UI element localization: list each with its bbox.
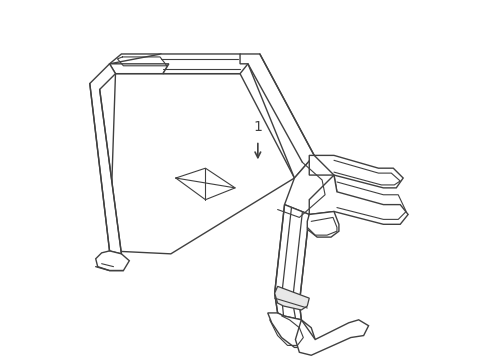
Polygon shape xyxy=(109,54,168,74)
Text: 1: 1 xyxy=(253,120,262,134)
Polygon shape xyxy=(284,156,336,215)
Polygon shape xyxy=(308,156,402,188)
Polygon shape xyxy=(109,74,294,254)
Polygon shape xyxy=(295,320,368,355)
Polygon shape xyxy=(274,286,308,310)
Polygon shape xyxy=(90,64,121,254)
Polygon shape xyxy=(274,204,308,320)
Polygon shape xyxy=(96,251,129,271)
Polygon shape xyxy=(240,54,314,178)
Polygon shape xyxy=(267,313,315,347)
Polygon shape xyxy=(308,175,407,224)
Polygon shape xyxy=(109,54,247,74)
Polygon shape xyxy=(306,212,338,237)
